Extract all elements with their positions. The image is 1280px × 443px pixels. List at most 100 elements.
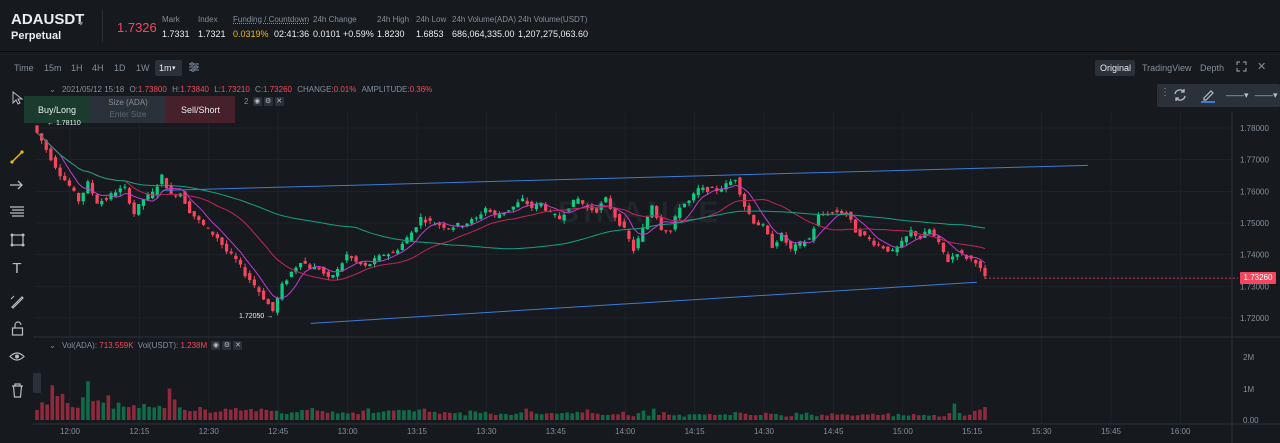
candle-body: [53, 157, 58, 168]
drag-handle-icon[interactable]: ⋮: [1160, 87, 1170, 98]
view-depth[interactable]: Depth: [1200, 63, 1225, 73]
rectangle-icon[interactable]: [9, 232, 25, 248]
volume-bar: [713, 414, 717, 420]
eye-icon[interactable]: [9, 348, 25, 364]
brush-icon[interactable]: [9, 293, 25, 309]
text-icon[interactable]: T: [12, 259, 22, 277]
interval-time[interactable]: Time: [14, 63, 34, 73]
volume-bar: [458, 412, 462, 420]
volume-bar: [758, 414, 763, 420]
view-tradingview[interactable]: TradingView: [1142, 63, 1192, 73]
stat-label: 24h Volume(ADA): [452, 15, 517, 24]
cursor-icon[interactable]: [9, 90, 25, 106]
candle-body: [983, 267, 987, 277]
interval-1h[interactable]: 1H: [71, 63, 83, 73]
interval-1m[interactable]: 1m: [159, 63, 172, 73]
chevron-down-icon[interactable]: ⌄: [49, 85, 56, 94]
volume-bar: [427, 411, 432, 420]
time-tick-label: 15:15: [962, 427, 983, 436]
ohlc-amplitude-label: AMPLITUDE:: [361, 85, 410, 94]
size-placeholder[interactable]: Enter Size: [109, 110, 147, 119]
interval-15m[interactable]: 15m: [44, 63, 62, 73]
sync-icon[interactable]: [1173, 88, 1187, 105]
fib-levels-icon[interactable]: [9, 204, 25, 220]
eye-icon[interactable]: ◉: [252, 97, 262, 107]
settings-icon[interactable]: ⚙: [222, 341, 232, 351]
view-original[interactable]: Original: [1100, 63, 1132, 73]
sell-short-button[interactable]: Sell/Short: [166, 96, 235, 123]
ohlc-change-label: CHANGE:: [297, 85, 334, 94]
volume-bar: [254, 411, 258, 420]
stat-value: 0.0101 +0.59%: [313, 29, 374, 39]
candle-body: [35, 125, 39, 133]
volume-bar: [855, 415, 860, 420]
settings-icon[interactable]: ⚙: [263, 97, 273, 107]
line-width-selector[interactable]: ——▾: [1226, 90, 1249, 100]
close-icon[interactable]: ✕: [1257, 61, 1267, 73]
volume-bar: [876, 414, 880, 420]
volume-bar: [239, 410, 243, 420]
interval-1w[interactable]: 1W: [136, 63, 150, 73]
volume-bar: [259, 408, 264, 420]
volume-bar: [544, 413, 549, 420]
candle-body: [141, 199, 145, 206]
size-field[interactable]: Size (ADA) Enter Size: [90, 96, 166, 123]
trend-line-icon[interactable]: [9, 149, 25, 165]
volume-bar: [707, 414, 712, 420]
time-tick-label: 14:45: [823, 427, 844, 436]
interval-1d[interactable]: 1D: [114, 63, 126, 73]
volume-bar: [825, 415, 829, 420]
volume-bar: [81, 397, 85, 420]
candle-body: [613, 208, 617, 218]
candle-body: [618, 214, 622, 226]
interval-4h[interactable]: 4H: [92, 63, 104, 73]
price-tick-label: 1.78000: [1240, 124, 1269, 133]
candle-body: [932, 229, 936, 237]
candle-body: [576, 198, 580, 204]
candle-body: [955, 254, 959, 257]
pen-color-icon[interactable]: [1201, 88, 1215, 106]
candle-body: [909, 230, 913, 237]
volume-bar: [152, 407, 157, 420]
fullscreen-icon[interactable]: [1236, 61, 1247, 74]
close-icon[interactable]: ✕: [274, 97, 284, 107]
stat-funding[interactable]: Funding / Countdown 0.0319% 02:41:36: [233, 15, 309, 39]
candle-body: [275, 297, 280, 313]
volume-bar: [330, 411, 335, 420]
symbol-selector[interactable]: ADAUSDT: [11, 11, 85, 28]
trash-icon[interactable]: [9, 382, 25, 398]
lock-icon[interactable]: [9, 320, 25, 336]
candle-body: [849, 211, 853, 220]
volume-bar: [631, 416, 636, 420]
candle-body: [289, 271, 293, 277]
volume-bar: [585, 409, 590, 420]
volume-bar: [932, 414, 936, 420]
volume-bar: [901, 415, 906, 420]
time-tick-label: 12:15: [129, 427, 150, 436]
candle-body: [442, 224, 446, 228]
eye-icon[interactable]: ◉: [211, 341, 221, 351]
volume-bar: [366, 408, 371, 420]
candle-body: [840, 210, 844, 214]
buy-long-button[interactable]: Buy/Long: [24, 96, 90, 123]
candle-body: [668, 230, 673, 232]
stat-24h-volume-ada: 24h Volume(ADA) 686,064,335.00: [452, 15, 516, 39]
candle-body: [636, 238, 640, 249]
volume-bar: [626, 415, 631, 420]
volume-bar: [228, 409, 233, 420]
close-icon[interactable]: ✕: [233, 341, 243, 351]
candle-body: [100, 200, 104, 205]
candle-body: [964, 255, 969, 259]
candle-body: [507, 210, 511, 212]
chevron-down-icon[interactable]: ▾: [79, 19, 84, 28]
line-style-selector[interactable]: ——▾: [1255, 90, 1278, 100]
indicator-legend: 2 ◉ ⚙ ✕: [244, 97, 284, 107]
volume-bar: [325, 412, 330, 420]
chevron-down-icon[interactable]: ▾: [172, 65, 176, 72]
time-tick-label: 13:45: [546, 427, 567, 436]
arrow-icon[interactable]: [9, 177, 25, 193]
chevron-down-icon[interactable]: ⌄: [49, 341, 56, 350]
indicator-settings-icon[interactable]: [188, 61, 200, 75]
volume-bar: [300, 409, 304, 420]
